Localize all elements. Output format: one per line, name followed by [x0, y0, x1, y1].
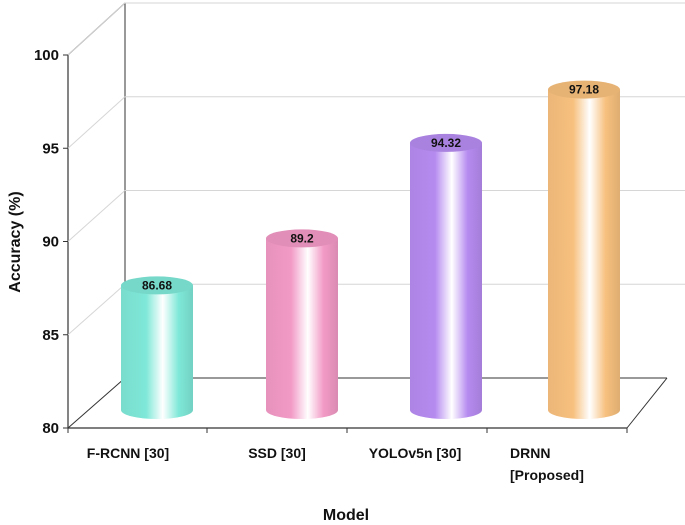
x-axis-title: Model	[323, 507, 369, 524]
bar-body	[548, 89, 620, 419]
bar-top-cap	[410, 133, 482, 152]
bar-2	[410, 133, 482, 419]
y-tick-label: 100	[34, 47, 59, 64]
x-axis-ticks: F-RCNN [30] SSD [30] YOLOv5n [30] DRNN [Prop…	[67, 428, 628, 483]
x-tick-label: [Proposed]	[510, 467, 584, 483]
gridline-side	[67, 190, 126, 242]
y-tick-label: 80	[42, 420, 59, 437]
data-label: 89.2	[290, 231, 314, 245]
bar-top-cap	[548, 80, 620, 99]
bar-0	[121, 276, 193, 419]
gridline-side	[67, 2, 126, 56]
y-tick-label: 90	[42, 234, 59, 251]
floor-right-diagonal	[626, 377, 668, 429]
data-label: 86.68	[142, 278, 172, 292]
x-tick-label: F-RCNN [30]	[87, 445, 169, 461]
bar-body	[121, 285, 193, 419]
y-tick-label: 85	[42, 327, 59, 344]
bars	[121, 80, 620, 419]
bar-top-cap	[121, 276, 193, 295]
x-tick-label: SSD [30]	[248, 445, 306, 461]
gridline-side	[67, 283, 126, 336]
y-tick-label: 95	[42, 140, 59, 157]
y-axis-title: Accuracy (%)	[7, 191, 24, 292]
bar-body	[410, 142, 482, 419]
floor-left-diagonal	[67, 377, 126, 429]
data-label: 94.32	[431, 136, 461, 150]
gridline-side	[67, 96, 126, 149]
data-label: 97.18	[569, 83, 599, 97]
data-labels: 86.68 89.2 94.32 97.18	[142, 83, 599, 293]
bar-3	[548, 80, 620, 419]
bar-body	[266, 238, 338, 419]
x-tick-label: DRNN	[510, 445, 550, 461]
bar-top-cap	[266, 229, 338, 248]
bar-1	[266, 229, 338, 419]
x-tick-label: YOLOv5n [30]	[369, 445, 462, 461]
y-axis-ticks: 80 85 90 95 100	[34, 47, 68, 437]
